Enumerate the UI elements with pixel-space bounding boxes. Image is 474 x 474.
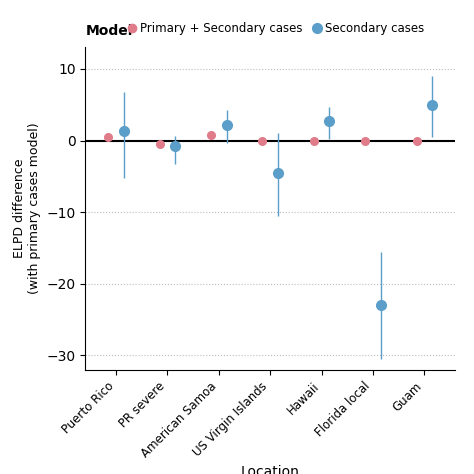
- Text: Model: Model: [85, 24, 133, 38]
- X-axis label: Location: Location: [241, 465, 300, 474]
- Y-axis label: ELPD difference
(with primary cases model): ELPD difference (with primary cases mode…: [13, 123, 41, 294]
- Legend: Primary + Secondary cases, Secondary cases: Primary + Secondary cases, Secondary cas…: [129, 22, 424, 36]
